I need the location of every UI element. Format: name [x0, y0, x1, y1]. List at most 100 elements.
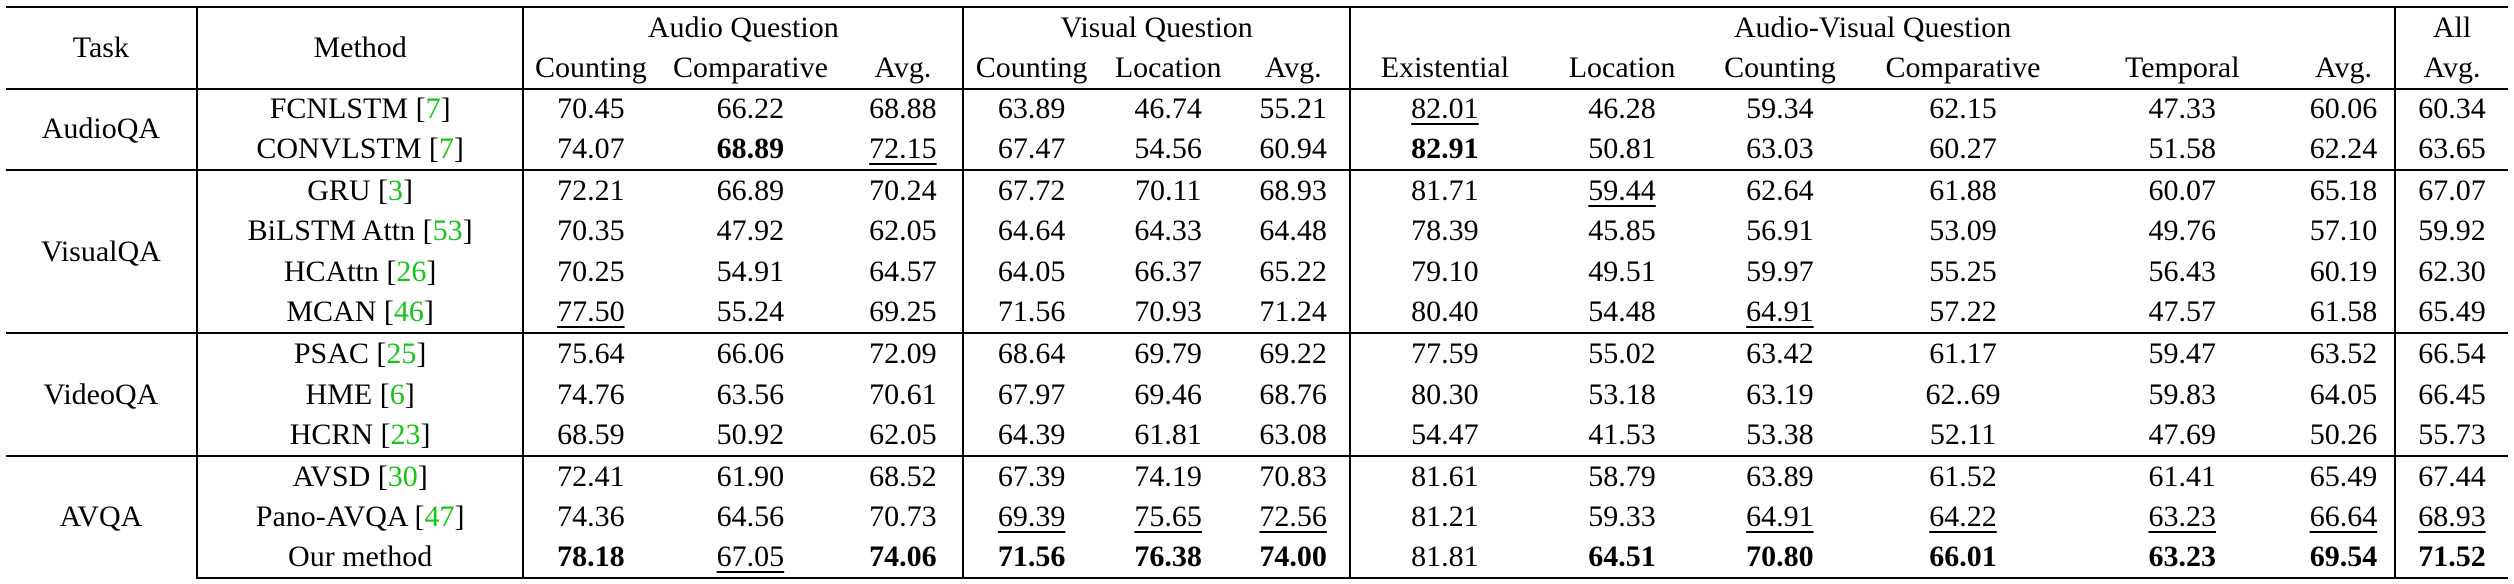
- value-text: 71.24: [1259, 295, 1327, 329]
- value-text: 70.25: [557, 255, 625, 289]
- value-text: 65.49: [2309, 459, 2378, 493]
- value-cell: 61.41: [2071, 454, 2294, 497]
- value-cell: 67.47: [962, 129, 1100, 171]
- citation-link[interactable]: 46: [393, 295, 424, 329]
- citation-link[interactable]: 30: [387, 459, 418, 493]
- value-text: 70.93: [1134, 295, 1202, 329]
- value-text: 60.94: [1259, 132, 1327, 166]
- value-cell: 63.42: [1705, 332, 1855, 375]
- value-text: 56.91: [1746, 214, 1814, 248]
- value-cell: 69.22: [1237, 332, 1351, 375]
- value-text: 63.89: [1746, 459, 1814, 493]
- value-cell: 64.22: [1854, 497, 2071, 538]
- subheader: Avg.: [1264, 50, 1322, 84]
- value-text: 54.56: [1134, 132, 1202, 166]
- value-cell: 60.94: [1237, 129, 1350, 170]
- value-cell: 57.10: [2293, 211, 2395, 252]
- value-text: 69.79: [1134, 337, 1202, 371]
- value-cell: 61.52: [1854, 454, 2072, 497]
- citation-link[interactable]: 23: [390, 417, 421, 451]
- value-text: 66.22: [716, 92, 785, 126]
- value-text: 67.07: [2418, 174, 2486, 208]
- value-cell: 61.17: [1854, 332, 2072, 375]
- value-cell: 64.57: [844, 252, 964, 293]
- value-cell: 54.48: [1539, 293, 1706, 334]
- value-cell: 64.33: [1099, 211, 1237, 252]
- value-text: 47.33: [2148, 92, 2217, 126]
- value-text: 49.76: [2148, 214, 2217, 248]
- value-cell: 66.64: [2293, 497, 2395, 538]
- value-cell: 72.56: [1237, 497, 1350, 538]
- citation-link[interactable]: 47: [424, 499, 455, 533]
- value-text: 65.18: [2309, 174, 2378, 208]
- table-row: HCAttn [26] 70.25 54.91 64.57 64.05 66.37 65.2…: [6, 251, 2508, 293]
- value-cell: 47.69: [2072, 415, 2293, 456]
- subheader: Temporal: [2125, 50, 2240, 84]
- value-text: 70.73: [869, 499, 937, 533]
- value-cell: 80.40: [1349, 292, 1539, 334]
- value-cell: 55.24: [657, 293, 843, 334]
- header-audio-question: Audio Question: [522, 6, 964, 48]
- value-cell: 66.89: [657, 169, 844, 211]
- value-text: 64.22: [1929, 499, 1997, 533]
- value-text: 70.45: [557, 92, 625, 126]
- value-cell: 79.10: [1349, 251, 1539, 293]
- value-text: 55.21: [1259, 92, 1327, 126]
- value-cell: 80.30: [1349, 374, 1539, 415]
- value-text: 77.59: [1411, 337, 1479, 371]
- citation-link[interactable]: 26: [396, 255, 427, 289]
- header-visual-question: Visual Question: [962, 6, 1351, 48]
- value-text: 82.01: [1411, 92, 1479, 126]
- value-cell: 75.64: [522, 332, 658, 375]
- value-text: 63.89: [997, 92, 1066, 126]
- results-table: Task Method Audio Question Visual Questi…: [6, 6, 2508, 580]
- citation-link[interactable]: 6: [389, 377, 405, 411]
- value-text: 54.48: [1588, 295, 1656, 329]
- value-text: 46.74: [1134, 92, 1202, 126]
- subheader: Location: [1114, 50, 1222, 84]
- citation-link[interactable]: 7: [438, 132, 454, 166]
- subheader: Counting: [1724, 50, 1836, 84]
- value-cell: 47.33: [2071, 87, 2294, 130]
- citation-link[interactable]: 3: [388, 174, 404, 208]
- value-cell: 72.15: [844, 129, 964, 170]
- value-text: 60.34: [2418, 92, 2486, 126]
- results-body: AudioQA FCNLSTM [7] 70.45 66.22 68.88 63.89 46…: [6, 87, 2508, 580]
- value-cell: 62.24: [2293, 129, 2395, 170]
- value-text: 63.52: [2309, 337, 2378, 371]
- value-text: 47.57: [2148, 295, 2217, 329]
- table-row: HCRN [23] 68.59 50.92 62.05 64.39 61.81 63.08 5…: [6, 414, 2508, 456]
- value-cell: 76.38: [1099, 537, 1238, 580]
- value-text: 62.30: [2418, 255, 2486, 289]
- value-cell: 55.25: [1854, 252, 2071, 293]
- value-cell: 53.09: [1854, 211, 2071, 252]
- value-cell: 68.76: [1237, 374, 1350, 415]
- value-text: 64.56: [716, 499, 785, 533]
- value-text: 67.97: [997, 377, 1066, 411]
- value-text: 62.24: [2309, 132, 2378, 166]
- value-cell: 70.25: [522, 251, 658, 293]
- citation-link[interactable]: 7: [425, 92, 441, 126]
- value-cell: 52.11: [1854, 415, 2071, 456]
- value-cell: 50.92: [657, 415, 843, 456]
- value-text: 68.88: [869, 92, 937, 126]
- value-text: 64.39: [997, 417, 1066, 451]
- value-text: 53.38: [1746, 417, 1814, 451]
- citation-link[interactable]: 53: [432, 214, 463, 248]
- value-cell: 68.93: [1237, 169, 1351, 211]
- value-cell: 50.26: [2293, 415, 2395, 456]
- method-cell: HME [6]: [195, 374, 524, 415]
- method-cell: CONVLSTM [7]: [195, 129, 524, 171]
- value-text: 62..69: [1925, 377, 2001, 411]
- subheader: Avg.: [2315, 50, 2372, 84]
- value-cell: 74.76: [522, 374, 658, 415]
- value-cell: 68.59: [522, 414, 658, 456]
- value-cell: 70.61: [844, 374, 964, 415]
- value-cell: 62.64: [1705, 169, 1855, 211]
- value-text: 80.40: [1411, 295, 1479, 329]
- value-cell: 64.56: [657, 497, 843, 538]
- value-cell: 63.08: [1237, 415, 1350, 456]
- citation-link[interactable]: 25: [386, 337, 417, 371]
- value-cell: 63.89: [1705, 454, 1855, 497]
- value-text: 68.93: [1259, 174, 1327, 208]
